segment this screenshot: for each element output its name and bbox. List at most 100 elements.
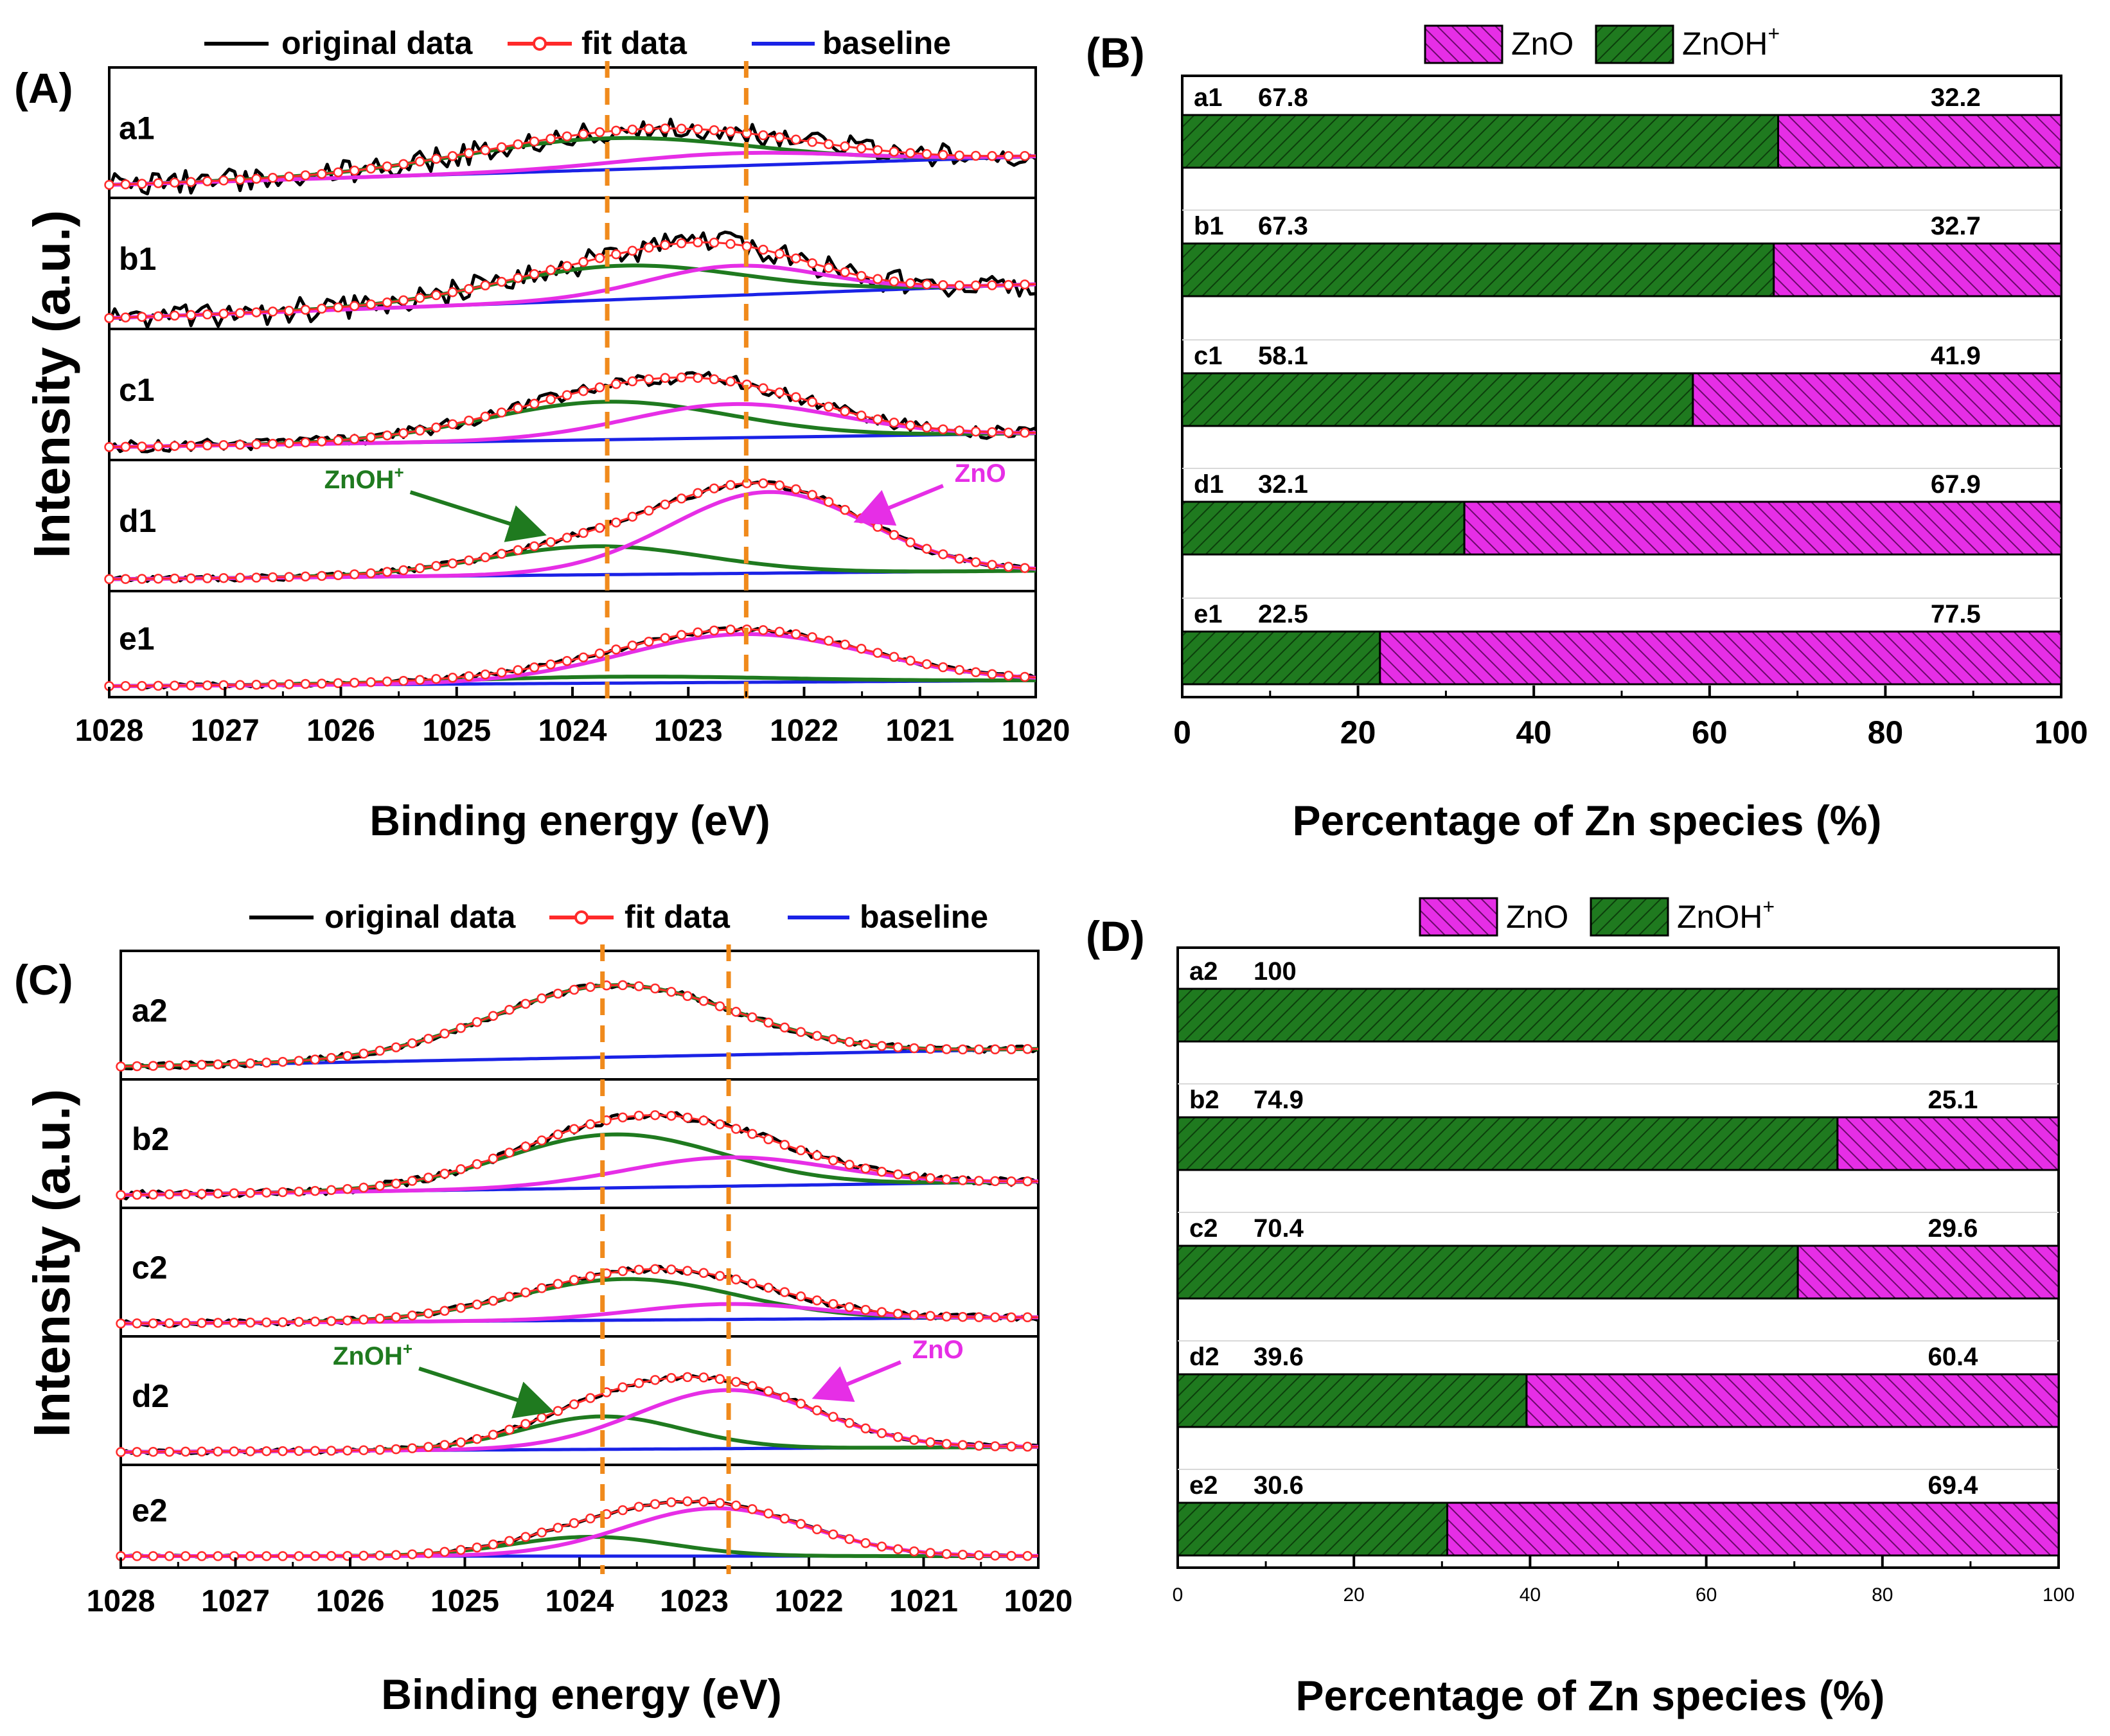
fit-data-marker — [774, 480, 785, 491]
fit-data-marker — [925, 1548, 935, 1558]
legend-zno-label: ZnO — [1511, 26, 1574, 62]
fit-data-marker — [284, 438, 294, 448]
fit-data-marker — [840, 267, 850, 278]
fit-data-marker — [627, 376, 638, 387]
data-label-znoh: 70.4 — [1254, 1214, 1304, 1243]
fit-data-marker — [844, 1037, 855, 1047]
fit-data-marker — [876, 1167, 887, 1177]
legend-znoh-sup: + — [1762, 895, 1775, 918]
fit-data-marker — [262, 1058, 272, 1068]
fit-data-marker — [873, 522, 883, 532]
fit-data-marker — [456, 1023, 466, 1033]
fit-data-marker — [382, 567, 393, 577]
fit-data-marker — [828, 1529, 838, 1539]
fit-data-marker — [137, 680, 147, 691]
fit-data-marker — [660, 633, 670, 643]
category-label: b1 — [1194, 212, 1224, 240]
fit-data-marker — [650, 1375, 660, 1385]
bar-znoh — [1176, 1501, 1449, 1557]
panel-label-d: (D) — [1086, 912, 1145, 960]
fit-data-marker — [1006, 1312, 1016, 1323]
fit-data-marker — [666, 1497, 677, 1507]
fit-data-marker — [480, 280, 491, 291]
legend-znoh-swatch — [1595, 24, 1674, 64]
fit-data-marker — [545, 659, 556, 669]
fit-data-marker — [382, 297, 393, 308]
fit-data-marker — [909, 1546, 919, 1557]
fit-data-marker — [447, 673, 458, 683]
legend-baseline-label: baseline — [860, 899, 988, 935]
legend-baseline-label: baseline — [822, 25, 951, 61]
fit-data-marker — [921, 422, 932, 433]
fit-data-marker — [578, 385, 589, 396]
fit-data-marker — [504, 1424, 515, 1435]
fit-data-marker — [120, 312, 131, 323]
data-label-zno: 77.5 — [1931, 600, 1981, 628]
fit-data-marker — [941, 1548, 952, 1559]
fit-data-marker — [941, 1311, 952, 1322]
fit-data-marker — [987, 560, 997, 570]
data-label-zno: 41.9 — [1931, 342, 1981, 370]
fit-data-marker — [317, 303, 327, 314]
fit-data-marker — [725, 127, 736, 137]
fit-data-marker — [682, 1266, 693, 1276]
fit-data-marker — [617, 1505, 628, 1516]
fit-data-marker — [889, 276, 900, 287]
fit-data-marker — [698, 1268, 709, 1279]
fit-data-marker — [407, 1310, 418, 1321]
x-tick-label: 1022 — [770, 714, 838, 748]
fit-data-marker — [431, 290, 441, 301]
fit-data-marker — [148, 1189, 159, 1200]
fit-data-marker — [905, 420, 916, 430]
fit-data-marker — [709, 483, 720, 493]
fit-data-marker — [431, 673, 441, 684]
fit-data-marker — [921, 659, 932, 669]
fit-data-marker — [921, 544, 932, 554]
fit-data-marker — [562, 533, 572, 543]
fit-data-marker — [807, 632, 817, 642]
fit-data-marker — [310, 1316, 321, 1327]
fit-data-marker — [611, 249, 621, 260]
fit-data-marker — [116, 1190, 126, 1200]
fit-data-marker — [398, 565, 409, 576]
fit-data-marker — [1020, 427, 1030, 438]
fit-data-marker — [349, 301, 360, 311]
fit-data-marker — [267, 679, 278, 690]
x-tick-label: 0 — [1173, 1584, 1184, 1606]
fit-data-marker — [709, 125, 720, 136]
fit-data-marker — [731, 1007, 741, 1017]
fit-data-marker — [496, 667, 507, 678]
fit-data-marker — [349, 677, 360, 688]
fit-data-marker — [1003, 670, 1014, 681]
fit-data-marker — [382, 677, 393, 687]
fit-data-marker — [644, 374, 654, 385]
fit-data-marker — [310, 1446, 321, 1456]
fit-data-marker — [970, 667, 981, 678]
fit-data-marker — [398, 428, 409, 438]
fit-data-marker — [164, 1446, 175, 1457]
fit-data-marker — [709, 625, 720, 636]
legend-d: ZnO ZnOH+ — [1419, 895, 1775, 937]
fit-data-marker — [990, 1550, 1000, 1561]
fit-data-marker — [941, 1044, 952, 1054]
fit-data-marker — [235, 308, 245, 319]
fit-data-marker — [267, 172, 278, 183]
data-label-znoh: 67.3 — [1258, 212, 1308, 240]
fit-data-marker — [741, 241, 752, 252]
fit-data-marker — [856, 270, 867, 281]
fit-data-marker — [294, 1551, 304, 1561]
fit-data-marker — [529, 269, 540, 279]
fit-data-marker — [1020, 150, 1030, 161]
fit-data-marker — [349, 569, 360, 580]
fit-data-marker — [164, 1551, 175, 1561]
fit-data-marker — [181, 1446, 191, 1457]
fit-data-marker — [957, 1440, 968, 1450]
fit-data-marker — [213, 1446, 223, 1457]
fit-data-marker — [170, 177, 180, 188]
fit-data-marker — [262, 1187, 272, 1198]
fit-data-marker — [585, 1271, 596, 1282]
fit-data-marker — [921, 279, 932, 290]
bar-zno — [1836, 1116, 2060, 1171]
fit-data-marker — [1020, 671, 1030, 682]
fit-data-marker — [774, 626, 785, 637]
